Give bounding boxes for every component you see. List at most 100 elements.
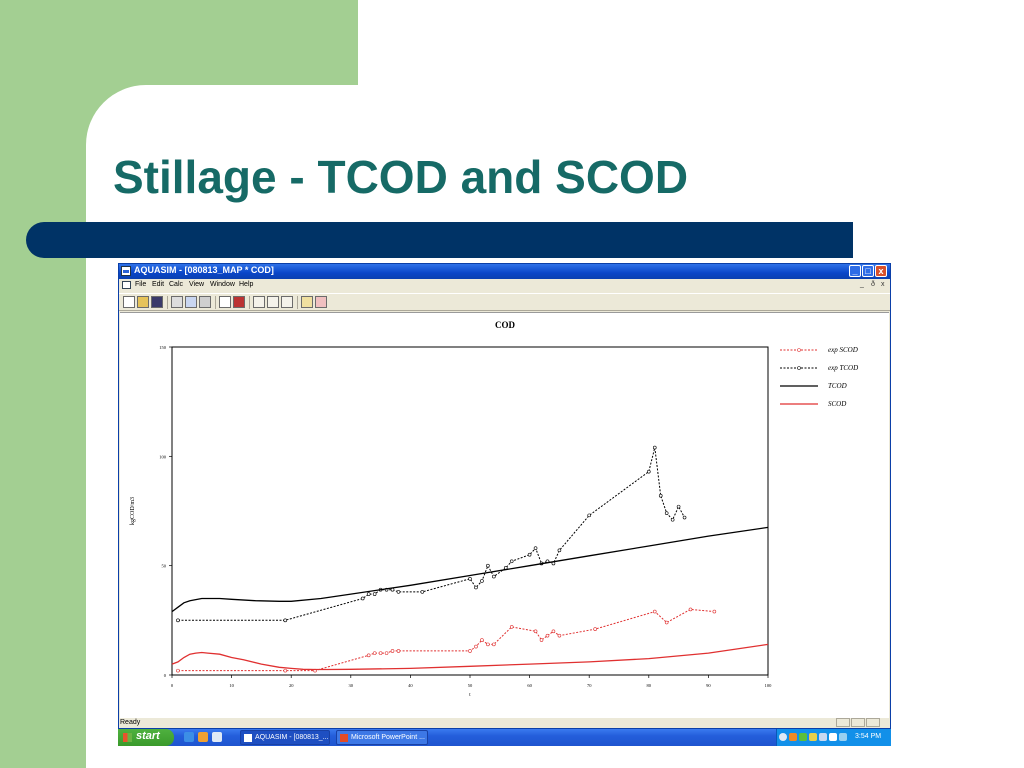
slide-title-underline-bar bbox=[26, 222, 853, 258]
x-tick-label: 10 bbox=[229, 683, 234, 688]
mdi-minimize-button[interactable]: _ bbox=[860, 281, 864, 288]
data-point-exp-scod bbox=[396, 649, 401, 653]
wireless-icon[interactable] bbox=[839, 733, 847, 741]
data-point-exp-tcod bbox=[527, 552, 532, 557]
show-desktop-icon[interactable] bbox=[212, 732, 222, 742]
grid-icon[interactable] bbox=[219, 296, 231, 308]
data-point-exp-tcod bbox=[492, 574, 496, 579]
data-point-exp-tcod bbox=[366, 592, 371, 596]
x-tick-label: 60 bbox=[527, 683, 532, 688]
data-point-exp-scod bbox=[283, 668, 288, 673]
minimize-button[interactable]: _ bbox=[849, 265, 861, 277]
y-tick-label: 0 bbox=[164, 673, 167, 678]
toolbar bbox=[119, 293, 890, 311]
outlook-icon[interactable] bbox=[198, 732, 208, 742]
x-tick-label: 30 bbox=[349, 683, 354, 688]
data-point-exp-scod bbox=[366, 653, 371, 658]
legend-label-scod: SCOD bbox=[828, 400, 846, 408]
series-line-exp-tcod bbox=[178, 447, 686, 621]
data-point-exp-tcod bbox=[468, 576, 472, 581]
delete-variable-icon[interactable] bbox=[233, 296, 245, 308]
data-point-exp-tcod bbox=[652, 445, 657, 450]
data-point-exp-scod bbox=[474, 644, 478, 649]
system-tray: 3:54 PM bbox=[776, 729, 891, 746]
x-tick-label: 40 bbox=[408, 683, 413, 688]
y-axis-label: kgCOD/m3 bbox=[130, 497, 136, 525]
legend-label-exp-scod: exp SCOD bbox=[828, 346, 858, 354]
data-point-exp-scod bbox=[176, 668, 180, 673]
legend-label-tcod: TCOD bbox=[828, 382, 847, 390]
network-icon[interactable] bbox=[799, 733, 807, 741]
data-point-exp-tcod bbox=[396, 590, 401, 594]
new-file-icon[interactable] bbox=[123, 296, 135, 308]
open-folder-icon[interactable] bbox=[137, 296, 149, 308]
antivirus-icon[interactable] bbox=[789, 733, 797, 741]
data-point-exp-tcod bbox=[486, 563, 490, 568]
start-button[interactable]: start bbox=[118, 729, 174, 746]
internet-explorer-icon[interactable] bbox=[184, 732, 194, 742]
data-point-exp-tcod bbox=[509, 559, 514, 564]
cut-icon[interactable] bbox=[171, 296, 183, 308]
status-pane bbox=[866, 718, 880, 727]
windows-logo-icon bbox=[123, 733, 132, 742]
paste-icon[interactable] bbox=[199, 296, 211, 308]
menu-help[interactable]: Help bbox=[239, 281, 254, 288]
simulate-curve-icon[interactable] bbox=[253, 296, 265, 308]
maximize-button[interactable]: □ bbox=[862, 265, 874, 277]
menu-bar: File Edit Calc View Window Help _ ð x bbox=[119, 279, 890, 292]
x-tick-label: 100 bbox=[765, 683, 773, 688]
update-icon[interactable] bbox=[829, 733, 837, 741]
sensitivity-curve-icon[interactable] bbox=[281, 296, 293, 308]
tray-expand-icon[interactable] bbox=[779, 733, 787, 741]
task-label: AQUASIM - [080813_... bbox=[255, 734, 329, 741]
legend-marker-exp-tcod bbox=[797, 366, 801, 370]
data-point-exp-tcod bbox=[646, 469, 651, 474]
start-label: start bbox=[136, 730, 160, 742]
status-pane bbox=[851, 718, 865, 727]
mdi-close-button[interactable]: x bbox=[881, 281, 885, 288]
data-point-exp-tcod bbox=[682, 515, 687, 520]
data-point-exp-scod bbox=[593, 627, 597, 631]
slide-title: Stillage - TCOD and SCOD bbox=[113, 151, 689, 203]
data-point-exp-tcod bbox=[176, 618, 180, 623]
task-button-aquasim[interactable]: AQUASIM - [080813_... bbox=[240, 730, 330, 745]
data-point-exp-tcod bbox=[587, 513, 592, 518]
data-point-exp-scod bbox=[652, 609, 657, 614]
security-icon[interactable] bbox=[809, 733, 817, 741]
menu-window[interactable]: Window bbox=[210, 281, 235, 288]
menu-edit[interactable]: Edit bbox=[152, 281, 165, 288]
window-title: AQUASIM - [080813_MAP * COD] bbox=[134, 265, 274, 275]
menu-calc[interactable]: Calc bbox=[169, 281, 184, 288]
copy-icon[interactable] bbox=[185, 296, 197, 308]
mdi-restore-button[interactable]: ð bbox=[871, 281, 875, 288]
menu-view[interactable]: View bbox=[189, 281, 205, 288]
fit-curve-icon[interactable] bbox=[267, 296, 279, 308]
series-line-exp-scod bbox=[178, 608, 715, 672]
data-point-exp-tcod bbox=[676, 504, 681, 509]
data-point-exp-scod bbox=[545, 633, 550, 638]
data-point-exp-scod bbox=[468, 649, 472, 653]
menu-file[interactable]: File bbox=[135, 281, 147, 288]
toolbar-separator bbox=[167, 296, 168, 309]
data-point-exp-scod bbox=[712, 609, 717, 614]
save-icon[interactable] bbox=[151, 296, 163, 308]
clear-plot-icon[interactable] bbox=[315, 296, 327, 308]
window-titlebar[interactable]: AQUASIM - [080813_MAP * COD] _ □ x bbox=[119, 264, 890, 279]
data-point-exp-scod bbox=[688, 607, 693, 612]
data-point-exp-scod bbox=[492, 642, 496, 647]
plot-icon[interactable] bbox=[301, 296, 313, 308]
data-point-exp-scod bbox=[384, 651, 389, 655]
task-label: Microsoft PowerPoint ... bbox=[351, 734, 425, 741]
data-point-exp-tcod bbox=[670, 517, 675, 522]
x-tick-label: 0 bbox=[171, 683, 174, 688]
data-point-exp-scod bbox=[533, 629, 538, 634]
task-button-powerpoint[interactable]: Microsoft PowerPoint ... bbox=[336, 730, 428, 745]
plot-frame bbox=[171, 346, 769, 676]
close-button[interactable]: x bbox=[875, 265, 887, 277]
volume-icon[interactable] bbox=[819, 733, 827, 741]
aquasim-task-icon bbox=[244, 734, 252, 742]
data-point-exp-scod bbox=[539, 638, 544, 642]
y-tick-label: 100 bbox=[159, 454, 167, 459]
data-point-exp-tcod bbox=[664, 511, 669, 515]
clock: 3:54 PM bbox=[855, 733, 882, 740]
